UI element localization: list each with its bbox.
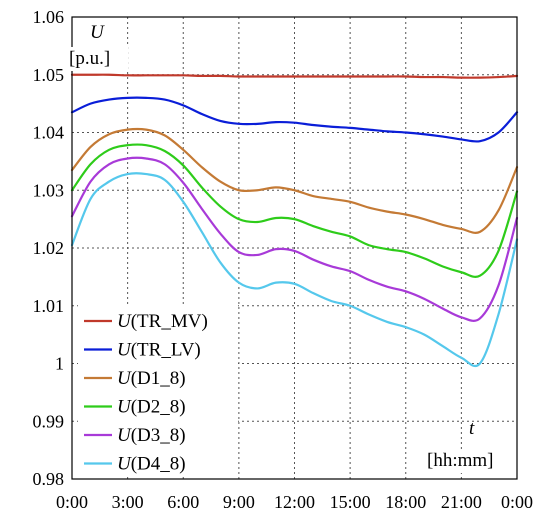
y-tick-label: 1.02	[33, 238, 65, 258]
y-axis-label: U [p.u.]	[68, 22, 128, 71]
x-axis-symbol: t	[469, 418, 475, 439]
x-tick-label: 21:00	[441, 492, 482, 512]
x-tick-label: 3:00	[112, 492, 144, 512]
x-tick-label: 9:00	[223, 492, 255, 512]
x-tick-label: 6:00	[167, 492, 199, 512]
legend-item: U(D2_8)	[84, 397, 186, 418]
x-unit-background	[425, 449, 516, 473]
x-tick-label: 0:00	[501, 492, 533, 512]
legend-label: U(D3_8)	[117, 425, 186, 446]
plot-frame	[71, 16, 518, 480]
legend-label: U(D4_8)	[117, 454, 186, 475]
legend-item: U(TR_MV)	[84, 311, 208, 332]
series-line-d1-8	[70, 127, 519, 234]
series-line-d3-8	[70, 156, 519, 322]
y-tick-label: 1.01	[33, 296, 65, 316]
legend-background	[78, 305, 238, 475]
series-lines	[70, 73, 519, 368]
series-line-tr-lv	[70, 96, 519, 143]
legend-item: U(D3_8)	[84, 425, 186, 446]
y-axis-unit: [p.u.]	[69, 48, 110, 69]
y-tick-label: 1.03	[33, 180, 65, 200]
legend-label: U(TR_LV)	[117, 340, 201, 361]
series-line-d2-8	[70, 143, 519, 278]
series-line-d4-8	[70, 172, 519, 368]
legend-item: U(TR_LV)	[84, 340, 201, 361]
legend-label: U(TR_MV)	[117, 311, 208, 332]
y-tick-label: 0.98	[33, 469, 65, 489]
grid-lines	[72, 17, 517, 479]
x-tick-label: 18:00	[385, 492, 426, 512]
y-unit-background	[68, 47, 128, 71]
legend-item: U(D1_8)	[84, 368, 186, 389]
legend-label: U(D2_8)	[117, 397, 186, 418]
x-tick-label: 0:00	[56, 492, 88, 512]
y-axis-symbol: U	[90, 22, 105, 43]
series-line-tr-mv	[70, 73, 519, 79]
legend-label: U(D1_8)	[117, 368, 186, 389]
y-tick-label: 1.06	[33, 7, 65, 27]
y-tick-label: 0.99	[33, 411, 65, 431]
x-axis-unit: [hh:mm]	[427, 450, 494, 471]
legend-item: U(D4_8)	[84, 454, 186, 475]
y-tick-label: 1.05	[33, 65, 65, 85]
x-tick-label: 15:00	[330, 492, 371, 512]
x-axis-label: t [hh:mm]	[425, 418, 516, 473]
x-tick-label: 12:00	[274, 492, 315, 512]
legend: U(TR_MV) U(TR_LV) U(D1_8) U(D2_8) U(D3_8) U(D…	[78, 305, 238, 475]
y-tick-label: 1.04	[33, 123, 65, 143]
tick-labels: 0.98 0.99 1 1.01 1.02 1.03 1.04 1.05 1.06 0:00 3:0…	[33, 7, 534, 512]
y-tick-label: 1	[55, 354, 64, 374]
